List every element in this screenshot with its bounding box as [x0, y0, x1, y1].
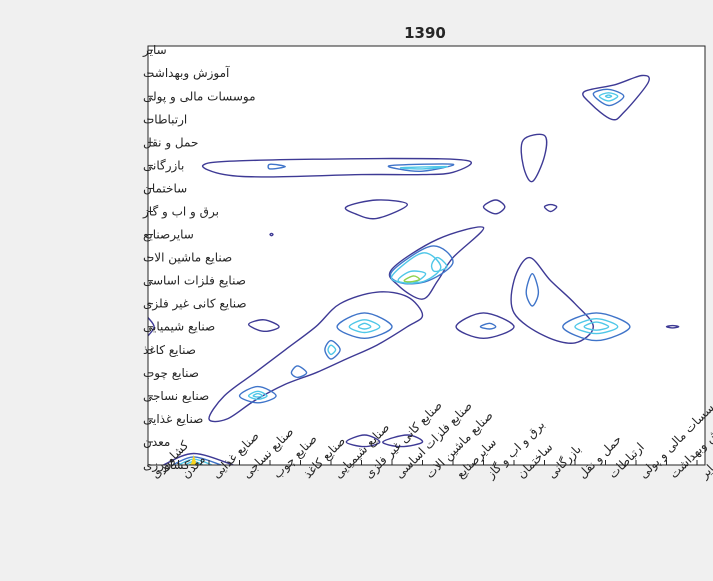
contour-peak	[190, 455, 197, 465]
contour-line-23	[583, 321, 610, 331]
contour-line-10	[344, 199, 409, 220]
contour-line-4	[399, 165, 448, 170]
contour-line-32	[252, 392, 264, 398]
y-tick-label-5: صنایع چوب	[143, 366, 199, 381]
contour-line-18	[430, 256, 448, 273]
contour-line-29	[208, 291, 424, 423]
contour-line-7	[592, 88, 625, 107]
contour-line-39	[345, 434, 381, 448]
chart-title: 1390	[404, 24, 446, 42]
contour-line-5	[520, 133, 548, 183]
y-tick-label-3: صنایع غذایی	[143, 412, 203, 426]
y-tick-label-9: صنایع فلزات اساسی	[143, 274, 246, 289]
y-tick-label-2: معدن	[143, 435, 170, 449]
contour-line-40	[382, 434, 424, 448]
y-tick-label-8: صنایع کانی غیر فلزی	[143, 297, 247, 312]
contour-line-9	[604, 94, 613, 99]
contour-line-37	[327, 344, 337, 356]
contour-line-3	[387, 163, 455, 173]
contour-line-28	[665, 324, 680, 329]
contour-line-38	[290, 365, 308, 379]
contour-line-12	[543, 203, 558, 213]
contour-line-13	[388, 226, 485, 300]
y-tick-label-11: سایرصنایع	[143, 228, 194, 243]
y-tick-label-10: صنایع ماشین الات	[143, 251, 232, 266]
y-tick-label-4: صنایع نساجی	[143, 389, 209, 403]
y-tick-label-17: موسسات مالی و پولی	[143, 89, 256, 104]
contour-line-16	[397, 270, 427, 285]
contour-line-30	[238, 385, 277, 404]
y-tick-label-6: صنایع کاغذ	[143, 343, 196, 357]
contour-line-25	[247, 319, 280, 333]
contour-line-31	[247, 390, 268, 401]
contour-line-8	[598, 92, 619, 102]
y-tick-label-19: سایر	[142, 43, 167, 58]
contour-line-33	[336, 312, 393, 340]
y-tick-label-16: ارتباطات	[143, 112, 187, 127]
y-tick-label-13: ساختمان	[143, 181, 187, 195]
y-tick-label-14: بازرگانی	[143, 158, 184, 173]
y-tick-label-15: حمل و نقل	[143, 135, 198, 150]
contour-line-11	[482, 199, 506, 215]
contour-line-21	[562, 312, 631, 342]
y-tick-label-7: صنایع شیمیایی	[143, 320, 215, 334]
contour-line-6	[582, 74, 650, 121]
contour-line-36	[324, 339, 341, 360]
contour-line-2	[267, 163, 287, 170]
contour-line-42	[163, 452, 234, 465]
contour-layer	[148, 74, 680, 465]
contour-line-41	[269, 232, 274, 237]
plot-area	[148, 46, 705, 465]
contour-line-19	[510, 256, 595, 344]
contour-line-34	[348, 319, 381, 334]
contour-line-27	[479, 322, 497, 330]
y-tick-label-12: برق و اب و گاز	[142, 205, 219, 220]
contour-line-22	[574, 317, 619, 335]
contour-line-26	[455, 312, 515, 340]
contour-line-35	[357, 322, 372, 330]
contour-line-17	[403, 275, 421, 283]
contour-line-20	[525, 272, 540, 307]
contour-line-1	[201, 157, 472, 178]
plot-frame	[147, 45, 706, 466]
contour-line-24	[148, 317, 155, 337]
y-tick-label-18: آموزش وبهداشت	[143, 65, 230, 81]
